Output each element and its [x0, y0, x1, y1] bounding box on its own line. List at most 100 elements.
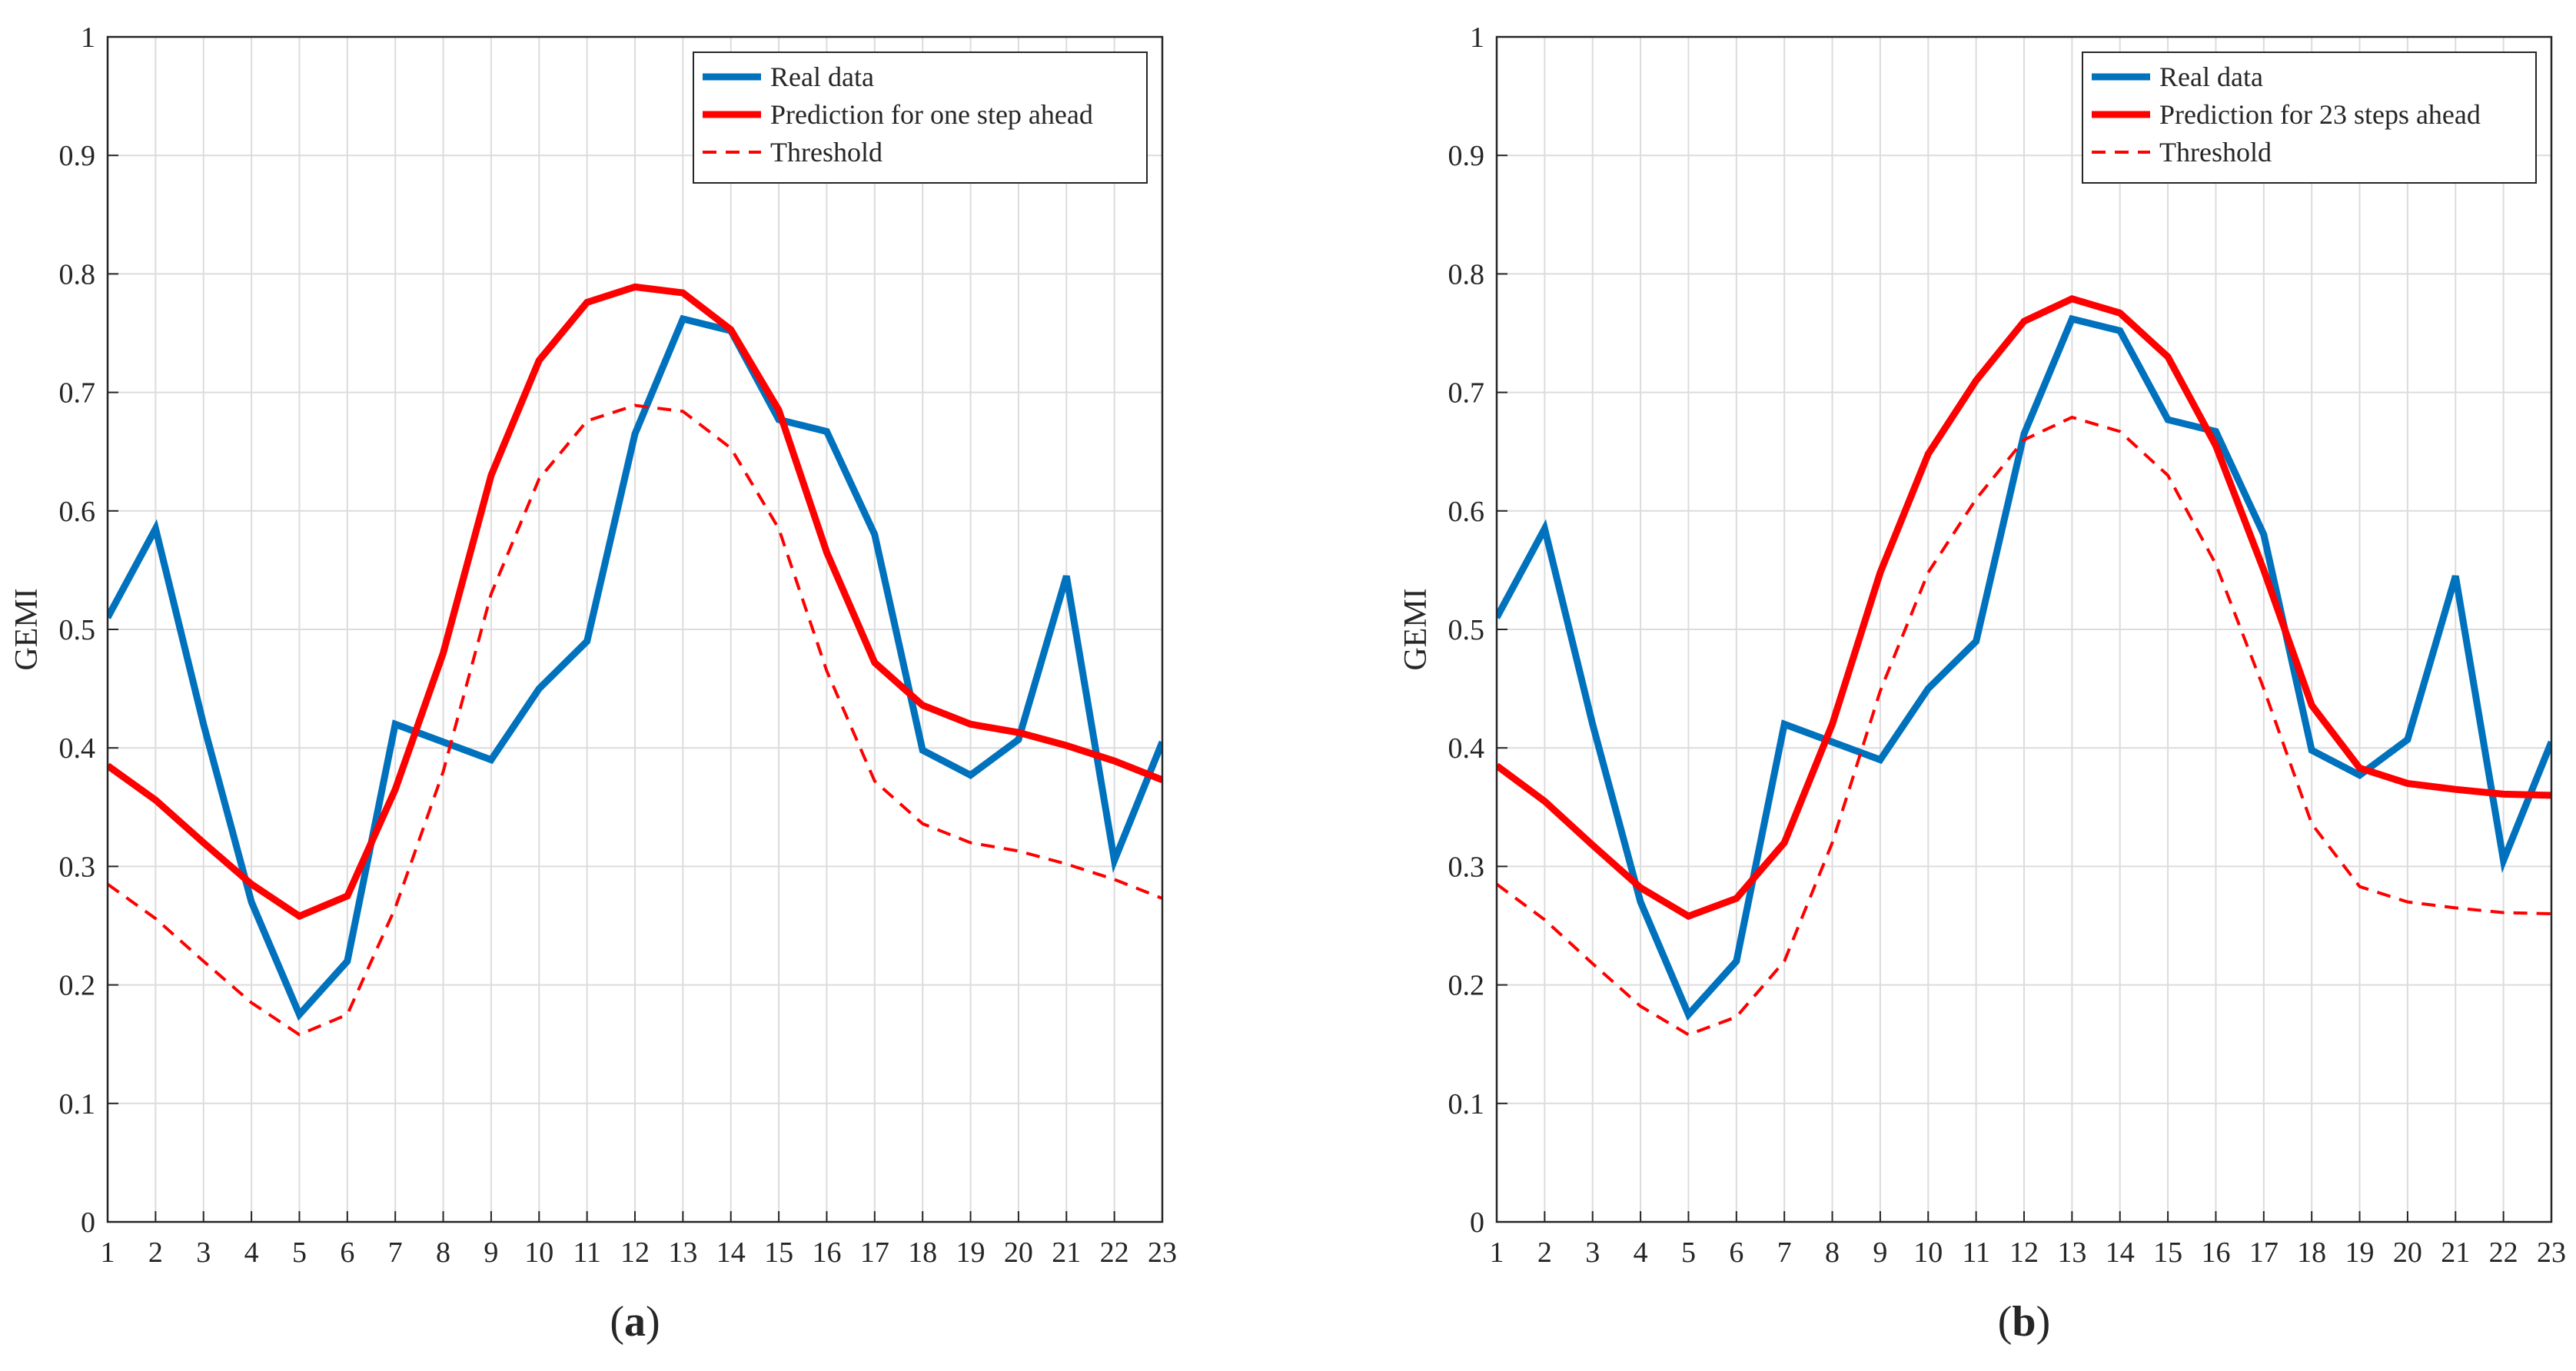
y-tick-label: 0.7 — [59, 377, 96, 410]
series-group — [108, 283, 1162, 1037]
x-tick-label: 13 — [668, 1237, 697, 1269]
x-tick-label: 21 — [2441, 1237, 2470, 1269]
panel-label-open: ( — [1998, 1298, 2013, 1346]
legend-box — [2082, 51, 2537, 184]
panel-label-open: ( — [610, 1298, 624, 1346]
legend-label-3: Threshold — [2159, 137, 2272, 168]
x-tick-label: 7 — [1777, 1237, 1792, 1269]
panel-label: (b) — [1998, 1298, 2050, 1346]
x-tick-label: 7 — [388, 1237, 403, 1269]
x-tick-label: 9 — [1873, 1237, 1887, 1269]
y-tick-label: 0.9 — [59, 140, 96, 172]
y-tick-label: 0.6 — [59, 496, 96, 528]
y-tick-label: 0.8 — [59, 258, 96, 290]
y-tick-label: 0.9 — [1448, 140, 1485, 172]
y-tick-label: 0.2 — [1448, 970, 1485, 1002]
y-tick-label: 0.4 — [1448, 732, 1485, 765]
y-axis-title: GEMI — [1398, 588, 1434, 670]
panel-label: (a) — [610, 1298, 660, 1346]
grid — [1497, 37, 2551, 1222]
x-tick-label: 2 — [148, 1237, 163, 1269]
legend-label-1: Real data — [770, 61, 874, 92]
legend: Real data Prediction for one step ahead Th… — [693, 51, 1148, 184]
chart-panel-b: 00.10.20.30.40.50.60.70.80.911 2 3 4 5 6 7 8 9 10… — [1398, 22, 2566, 1346]
legend-label-2: Prediction for 23 steps ahead — [2159, 99, 2481, 130]
y-tick-label: 0.3 — [1448, 851, 1485, 883]
y-tick-label: 0.2 — [59, 970, 96, 1002]
x-tick-label: 8 — [436, 1237, 450, 1269]
x-tick-label: 14 — [716, 1237, 746, 1269]
panel-label-letter: b — [2012, 1298, 2036, 1346]
x-tick-label: 11 — [1962, 1237, 1990, 1269]
x-tick-label: 2 — [1537, 1237, 1552, 1269]
x-tick-label: 3 — [196, 1237, 211, 1269]
x-tick-label: 17 — [2249, 1237, 2279, 1269]
chart-panel-a: 00.10.20.30.40.50.60.70.80.911 2 3 4 5 6 7 8 9 10… — [9, 22, 1177, 1346]
y-tick-label: 0.4 — [59, 732, 96, 765]
legend: Real data Prediction for 23 steps ahead Th… — [2082, 51, 2537, 184]
panel-label-letter: a — [624, 1298, 646, 1346]
x-tick-label: 4 — [244, 1237, 259, 1269]
y-tick-label: 1 — [81, 22, 95, 54]
x-tick-label: 19 — [956, 1237, 986, 1269]
x-tick-label: 5 — [1681, 1237, 1696, 1269]
x-tick-label: 8 — [1825, 1237, 1840, 1269]
y-tick-label: 0.8 — [1448, 258, 1485, 290]
axes-box — [1495, 35, 2553, 1223]
x-tick-label: 10 — [1913, 1237, 1943, 1269]
y-tick-label: 0.1 — [1448, 1088, 1485, 1120]
x-tick-label: 4 — [1634, 1237, 1648, 1269]
x-tick-label: 18 — [2297, 1237, 2326, 1269]
y-tick-label: 1 — [1470, 22, 1484, 54]
x-tick-label: 17 — [860, 1237, 889, 1269]
x-tick-label: 18 — [908, 1237, 937, 1269]
x-tick-label: 19 — [2345, 1237, 2375, 1269]
y-tick-label: 0.7 — [1448, 377, 1485, 410]
y-tick-label: 0 — [1470, 1207, 1484, 1239]
legend-label-2: Prediction for one step ahead — [770, 99, 1093, 130]
series-line-2 — [108, 283, 1162, 921]
x-tick-label: 6 — [1729, 1237, 1743, 1269]
y-tick-label: 0.5 — [59, 614, 96, 646]
x-tick-label: 23 — [1148, 1237, 1177, 1269]
legend-label-1: Real data — [2159, 61, 2263, 92]
x-tick-label: 11 — [573, 1237, 601, 1269]
y-tick-label: 0.3 — [59, 851, 96, 883]
y-axis-title: GEMI — [9, 588, 45, 670]
y-tick-label: 0 — [81, 1207, 95, 1239]
series-line-3 — [108, 403, 1162, 1037]
x-tick-label: 21 — [1052, 1237, 1081, 1269]
x-tick-label: 12 — [2009, 1237, 2039, 1269]
axes-box — [106, 35, 1164, 1223]
panel-label-close: ) — [2036, 1298, 2051, 1346]
x-tick-label: 15 — [764, 1237, 793, 1269]
x-tick-label: 20 — [1004, 1237, 1033, 1269]
x-tick-label: 6 — [340, 1237, 354, 1269]
x-tick-label: 20 — [2393, 1237, 2422, 1269]
x-tick-label: 15 — [2153, 1237, 2182, 1269]
x-tick-label: 14 — [2106, 1237, 2135, 1269]
x-tick-label: 22 — [1100, 1237, 1129, 1269]
x-tick-label: 23 — [2537, 1237, 2566, 1269]
x-tick-label: 9 — [484, 1237, 498, 1269]
x-tick-label: 16 — [812, 1237, 841, 1269]
x-tick-label: 12 — [620, 1237, 650, 1269]
series-line-3 — [1497, 415, 2551, 1037]
panel-label-close: ) — [646, 1298, 660, 1346]
series-line-1 — [108, 314, 1162, 1021]
series-line-2 — [1497, 294, 2551, 921]
y-tick-label: 0.5 — [1448, 614, 1485, 646]
series-group — [1497, 294, 2551, 1037]
x-tick-label: 22 — [2489, 1237, 2518, 1269]
y-tick-label: 0.6 — [1448, 496, 1485, 528]
x-tick-label: 1 — [1490, 1237, 1504, 1269]
x-tick-label: 3 — [1585, 1237, 1600, 1269]
x-tick-label: 5 — [292, 1237, 307, 1269]
x-tick-label: 16 — [2201, 1237, 2230, 1269]
y-tick-label: 0.1 — [59, 1088, 96, 1120]
x-tick-label: 10 — [524, 1237, 553, 1269]
x-tick-label: 13 — [2057, 1237, 2086, 1269]
series-line-1 — [1497, 314, 2551, 1021]
x-tick-label: 1 — [101, 1237, 115, 1269]
